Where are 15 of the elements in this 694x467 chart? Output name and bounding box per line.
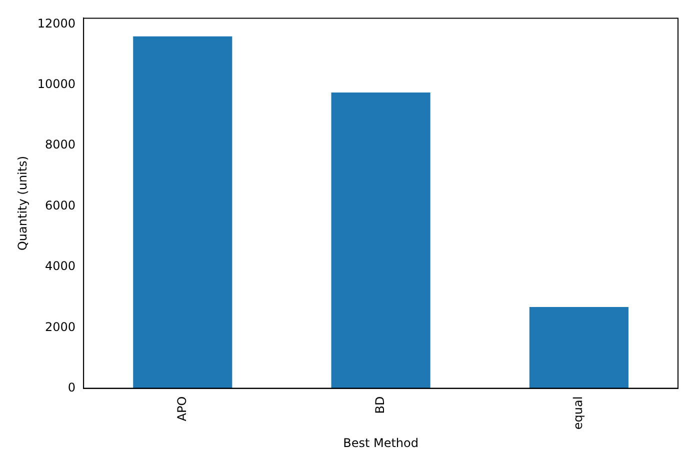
y-tick-label: 8000 — [45, 138, 76, 152]
y-axis-title: Quantity (units) — [15, 156, 30, 251]
x-tick-label: equal — [571, 396, 586, 430]
y-tick-label: 10000 — [37, 77, 76, 92]
bar — [331, 92, 430, 388]
x-tick-label: APO — [174, 396, 189, 422]
y-tick-label: 2000 — [45, 320, 76, 334]
y-tick-label: 12000 — [37, 16, 76, 30]
bar — [529, 307, 628, 388]
y-tick-label: 6000 — [45, 198, 76, 212]
bar — [133, 36, 232, 388]
x-tick-label: BD — [372, 396, 387, 414]
x-axis-title: Best Method — [343, 436, 418, 450]
y-tick-label: 4000 — [45, 259, 76, 274]
y-tick-label: 0 — [68, 380, 76, 394]
